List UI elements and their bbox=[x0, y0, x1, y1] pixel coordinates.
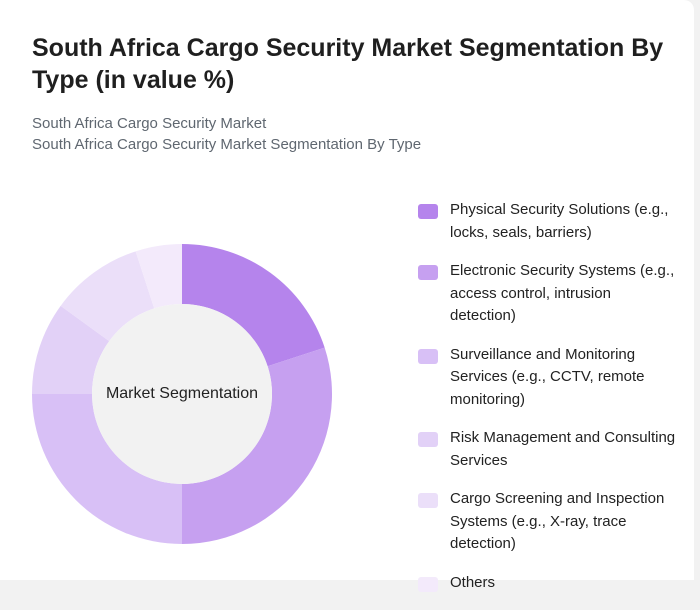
legend-label: Electronic Security Systems (e.g., acces… bbox=[450, 262, 675, 324]
legend-item[interactable]: Electronic Security Systems (e.g., acces… bbox=[418, 260, 680, 328]
chart-card: South Africa Cargo Security Market Segme… bbox=[0, 0, 694, 592]
legend-item[interactable]: Physical Security Solutions (e.g., locks… bbox=[418, 199, 680, 244]
legend-label: Risk Management and Consulting Services bbox=[450, 429, 676, 469]
legend-swatch bbox=[418, 576, 438, 592]
legend-item[interactable]: Cargo Screening and Inspection Systems (… bbox=[418, 488, 680, 556]
legend-label: Physical Security Solutions (e.g., locks… bbox=[450, 201, 669, 241]
legend-label: Cargo Screening and Inspection Systems (… bbox=[450, 490, 665, 552]
legend-swatch bbox=[418, 265, 438, 280]
legend-item[interactable]: Others bbox=[418, 572, 680, 595]
legend-item[interactable]: Surveillance and Monitoring Services (e.… bbox=[418, 344, 680, 412]
donut-chart bbox=[32, 244, 333, 544]
chart-subtitle: South Africa Cargo Security Market South… bbox=[32, 113, 672, 155]
donut-center-label: Market Segmentation bbox=[105, 385, 259, 402]
legend-label: Surveillance and Monitoring Services (e.… bbox=[450, 345, 645, 408]
subtitle-segmentation: South Africa Cargo Security Market Segme… bbox=[32, 136, 422, 153]
donut-slice-1[interactable] bbox=[182, 244, 325, 367]
legend-swatch bbox=[418, 204, 438, 219]
chart-legend: Physical Security Solutions (e.g., locks… bbox=[418, 199, 680, 610]
subtitle-market: South Africa Cargo Security Market bbox=[32, 115, 267, 132]
legend-item[interactable]: Risk Management and Consulting Services bbox=[418, 427, 680, 472]
donut-slice-3[interactable] bbox=[32, 394, 182, 544]
donut-slice-5[interactable] bbox=[60, 251, 155, 342]
legend-swatch bbox=[418, 432, 438, 447]
donut-slice-4[interactable] bbox=[32, 305, 110, 394]
legend-swatch bbox=[418, 493, 438, 508]
donut-center bbox=[92, 304, 272, 484]
legend-swatch bbox=[418, 348, 438, 364]
legend-label: Others bbox=[450, 573, 496, 591]
chart-title: South Africa Cargo Security Market Segme… bbox=[32, 34, 664, 94]
donut-slice-2[interactable] bbox=[182, 347, 333, 544]
donut-slice-6[interactable] bbox=[135, 244, 182, 309]
